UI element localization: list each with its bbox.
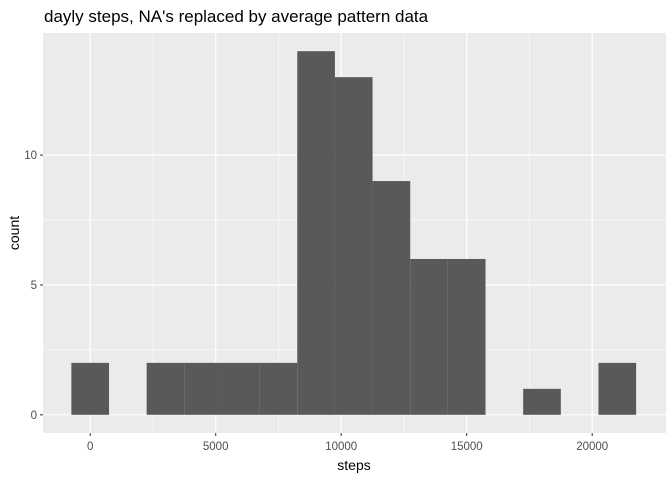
histogram-bar: [334, 77, 373, 415]
chart-title: dayly steps, NA's replaced by average pa…: [44, 7, 429, 26]
histogram-bar: [523, 388, 561, 415]
histogram-bar: [447, 258, 486, 415]
x-tick-label: 20000: [576, 441, 608, 453]
y-tick-label: 0: [31, 410, 37, 422]
y-axis-title: count: [6, 216, 22, 250]
histogram-bar: [598, 362, 637, 415]
histogram-bar: [146, 362, 185, 415]
x-tick-label: 5000: [203, 441, 229, 453]
histogram-bar: [297, 51, 335, 415]
y-tick-label: 10: [24, 150, 37, 162]
x-axis-title: steps: [337, 457, 370, 473]
histogram-bar: [71, 362, 110, 415]
histogram-bar: [184, 362, 222, 415]
histogram-bar: [259, 362, 298, 415]
histogram-bar: [221, 362, 260, 415]
y-tick-label: 5: [31, 280, 37, 292]
histogram-bar: [410, 258, 448, 415]
y-axis: 0 5 10: [24, 150, 43, 422]
x-tick-label: 10000: [325, 441, 357, 453]
x-axis: 0 5000 10000 15000 20000: [87, 433, 608, 453]
histogram-bar: [372, 181, 411, 415]
histogram-bars: [71, 51, 637, 415]
x-tick-label: 0: [87, 441, 93, 453]
x-tick-label: 15000: [451, 441, 483, 453]
